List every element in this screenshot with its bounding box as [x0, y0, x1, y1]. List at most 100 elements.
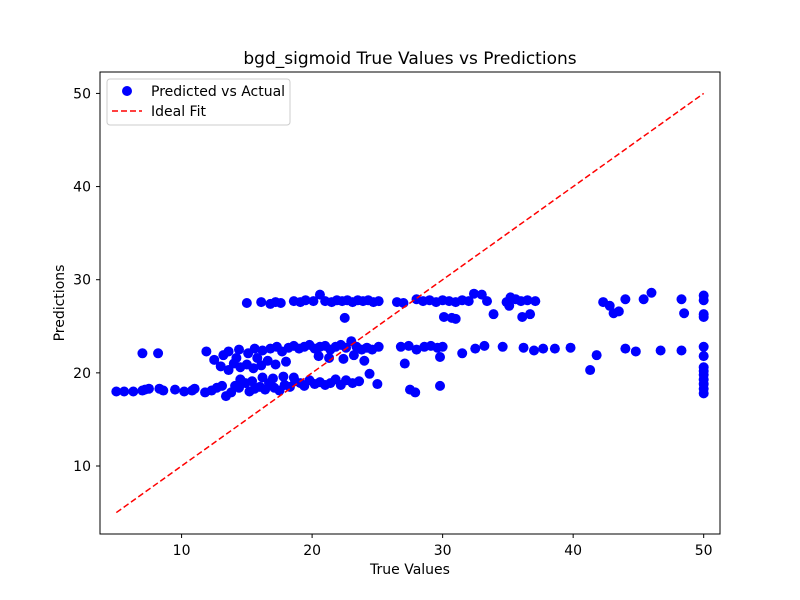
data-point-9 — [179, 386, 190, 397]
y-axis-title: Predictions — [52, 265, 68, 342]
data-point-0 — [111, 386, 122, 397]
x-tick-label-20: 20 — [303, 543, 321, 559]
data-point-178 — [613, 306, 624, 317]
data-point-113 — [549, 343, 560, 354]
data-point-59 — [270, 359, 281, 370]
data-point-1 — [119, 386, 130, 397]
data-point-185 — [698, 295, 709, 306]
y-axis: 10 20 30 40 50 — [73, 86, 100, 475]
data-point-114 — [565, 342, 576, 353]
data-point-42 — [354, 376, 365, 387]
data-point-63 — [252, 352, 263, 363]
data-point-111 — [529, 345, 539, 356]
legend: Predicted vs Actual Ideal Fit — [106, 78, 291, 126]
data-point-174 — [525, 309, 536, 320]
data-point-158 — [463, 296, 474, 307]
data-point-172 — [504, 300, 515, 311]
data-point-112 — [538, 343, 549, 354]
x-tick-label-30: 30 — [434, 543, 452, 559]
data-point-93 — [373, 341, 384, 352]
legend-label-predicted: Predicted vs Actual — [151, 84, 285, 100]
data-point-149 — [398, 298, 409, 308]
plot-area-frame — [99, 71, 721, 535]
data-point-127 — [241, 298, 252, 308]
data-point-128 — [256, 297, 267, 308]
data-point-109 — [497, 341, 508, 352]
data-point-131 — [275, 298, 286, 308]
data-point-120 — [399, 358, 410, 369]
data-point-11 — [189, 383, 200, 394]
chart-title: bgd_sigmoid True Values vs Predictions — [243, 49, 576, 69]
data-point-8 — [170, 384, 181, 395]
ideal-fit-line — [115, 92, 705, 514]
data-point-118 — [655, 345, 666, 356]
data-point-71 — [249, 343, 260, 354]
data-point-196 — [698, 388, 709, 399]
data-point-68 — [223, 346, 234, 357]
data-point-108 — [479, 340, 490, 351]
data-point-161 — [482, 296, 493, 307]
data-point-96 — [338, 353, 349, 364]
data-point-106 — [457, 348, 468, 359]
data-point-166 — [522, 295, 533, 306]
data-point-173 — [517, 311, 528, 322]
data-point-50 — [288, 372, 299, 383]
x-axis-title: True Values — [369, 562, 450, 578]
y-tick-label-10: 10 — [73, 459, 91, 475]
x-tick-label-40: 40 — [564, 543, 582, 559]
data-point-107 — [470, 343, 481, 354]
y-tick-label-40: 40 — [73, 180, 91, 196]
data-point-2 — [128, 386, 139, 397]
data-point-47 — [257, 372, 268, 383]
legend-label-ideal-fit: Ideal Fit — [151, 104, 206, 120]
data-point-5 — [143, 383, 154, 394]
data-point-94 — [313, 351, 324, 362]
ideal-fit-layer — [115, 92, 705, 514]
data-point-187 — [698, 311, 709, 322]
data-point-98 — [359, 355, 370, 366]
data-point-61 — [209, 354, 220, 365]
data-point-176 — [604, 300, 615, 311]
data-point-100 — [403, 340, 414, 351]
data-point-51 — [215, 361, 226, 372]
data-point-48 — [267, 373, 278, 384]
data-points-layer — [111, 287, 709, 402]
data-point-119 — [676, 345, 687, 356]
data-point-45 — [235, 374, 246, 385]
data-point-95 — [324, 352, 335, 363]
data-point-117 — [630, 346, 641, 357]
data-point-49 — [278, 371, 289, 382]
data-point-58 — [262, 355, 273, 366]
data-point-183 — [679, 308, 690, 319]
data-point-7 — [158, 385, 169, 396]
y-tick-label-50: 50 — [73, 86, 91, 102]
data-point-181 — [646, 287, 657, 298]
data-point-121 — [435, 352, 446, 363]
data-point-124 — [410, 387, 421, 398]
data-point-180 — [638, 294, 649, 305]
data-point-189 — [698, 351, 709, 362]
data-point-44 — [372, 379, 383, 390]
data-point-115 — [591, 350, 602, 361]
data-point-99 — [395, 341, 406, 352]
data-point-101 — [411, 344, 422, 355]
x-axis: 10 20 30 40 50 — [173, 534, 713, 559]
data-point-66 — [201, 346, 212, 357]
data-point-122 — [585, 365, 596, 376]
data-point-69 — [234, 344, 245, 355]
legend-marker-predicted — [122, 86, 132, 96]
data-point-97 — [348, 350, 359, 361]
x-tick-label-50: 50 — [695, 543, 713, 559]
data-point-125 — [435, 380, 446, 391]
data-point-135 — [308, 296, 319, 307]
data-point-171 — [488, 309, 499, 320]
legend-box — [106, 78, 291, 126]
data-point-46 — [247, 376, 258, 387]
data-point-105 — [437, 341, 448, 352]
data-point-56 — [248, 363, 259, 374]
data-point-134 — [300, 295, 311, 306]
data-point-126 — [339, 312, 350, 323]
data-point-179 — [620, 294, 631, 305]
data-point-170 — [450, 313, 461, 324]
